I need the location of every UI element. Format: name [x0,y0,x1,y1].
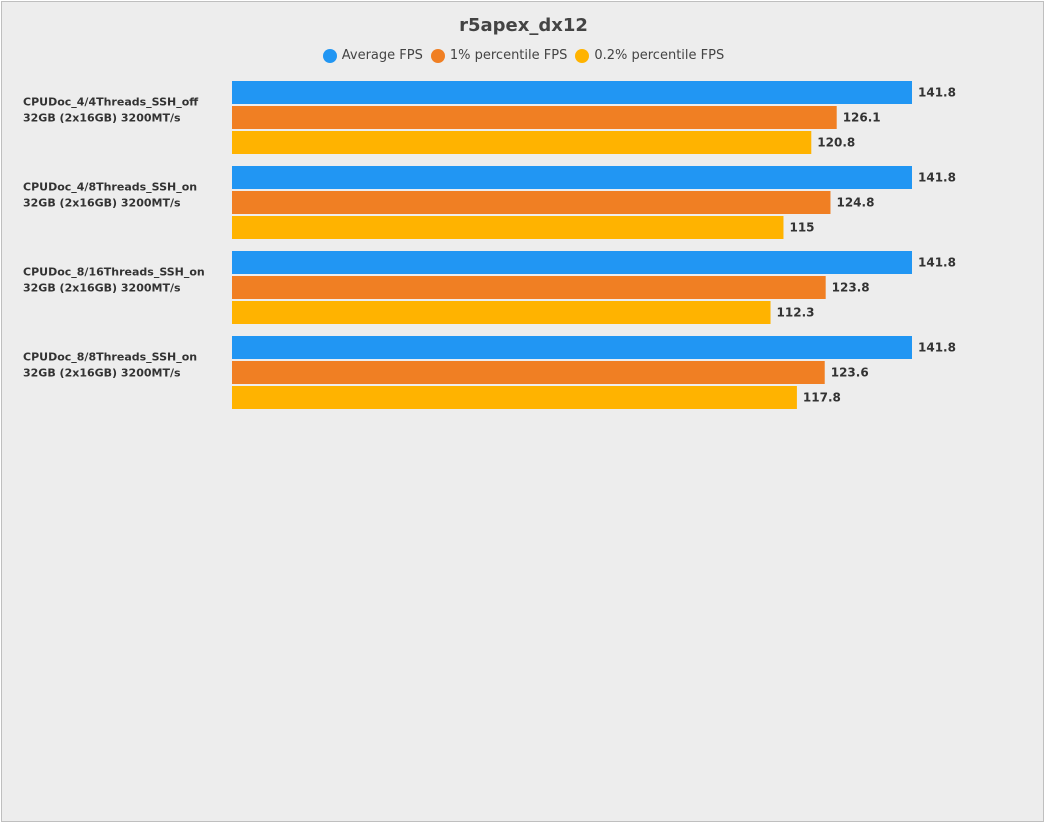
bar-value-label: 141.8 [918,171,956,185]
bar-value-label: 120.8 [817,136,855,150]
legend-marker-icon [430,48,445,63]
bar[interactable] [232,106,837,129]
bar[interactable] [232,251,912,274]
category-label: CPUDoc_8/8Threads_SSH_on [23,351,197,364]
bar-value-label: 141.8 [918,256,956,270]
bar-value-label: 123.6 [831,366,869,380]
legend-item-1pct-fps[interactable]: 1% percentile FPS [430,48,568,63]
bar-value-label: 141.8 [918,86,956,100]
bar[interactable] [232,276,826,299]
bar[interactable] [232,301,771,324]
category-label: CPUDoc_4/8Threads_SSH_on [23,181,197,194]
legend-label: 0.2% percentile FPS [594,48,725,63]
chart-title: r5apex_dx12 [459,15,588,36]
category-label: 32GB (2x16GB) 3200MT/s [23,197,181,210]
bar-value-label: 115 [789,221,814,235]
bar-value-label: 126.1 [843,111,881,125]
bar[interactable] [232,336,912,359]
legend-marker-icon [322,48,337,63]
legend-item-average-fps[interactable]: Average FPS [322,48,423,63]
category-label: 32GB (2x16GB) 3200MT/s [23,112,181,125]
legend-label: 1% percentile FPS [449,48,568,63]
legend-marker-icon [575,48,590,63]
bar-value-label: 117.8 [803,391,841,405]
bar[interactable] [232,386,797,409]
bar[interactable] [232,361,825,384]
bar[interactable] [232,131,812,154]
category-label: CPUDoc_8/16Threads_SSH_on [23,266,205,279]
category-label: 32GB (2x16GB) 3200MT/s [23,367,181,380]
bar-value-label: 112.3 [777,306,815,320]
bar[interactable] [232,166,912,189]
bar-value-label: 141.8 [918,341,956,355]
chart-legend: Average FPS 1% percentile FPS 0.2% perce… [2,48,1045,63]
bar-value-label: 124.8 [836,196,874,210]
legend-label: Average FPS [341,48,423,63]
bar[interactable] [232,216,784,239]
legend-item-02pct-fps[interactable]: 0.2% percentile FPS [575,48,724,63]
bar[interactable] [232,191,831,214]
category-label: CPUDoc_4/4Threads_SSH_off [23,96,198,109]
bar-value-label: 123.8 [832,281,870,295]
category-label: 32GB (2x16GB) 3200MT/s [23,282,181,295]
bar[interactable] [232,81,912,104]
